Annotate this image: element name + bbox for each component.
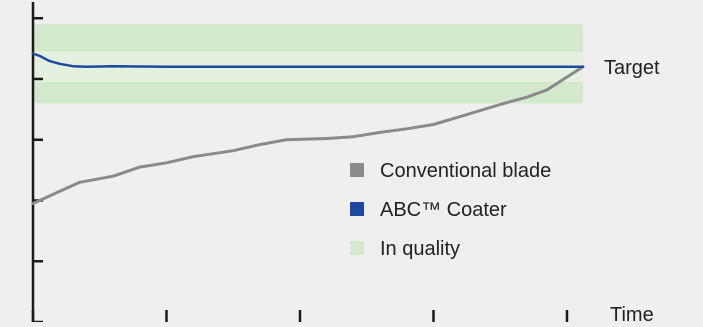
x-axis-label: Time [610, 304, 654, 322]
legend-swatch-0 [350, 163, 364, 177]
legend-swatch-2 [350, 241, 364, 255]
axes [31, 2, 569, 324]
legend-label-2: In quality [380, 238, 460, 260]
legend-swatch-1 [350, 202, 364, 216]
series-line-0 [31, 65, 585, 205]
legend-label-1: ABC™ Coater [380, 199, 507, 221]
series-layer [31, 52, 585, 205]
target-label: Target [604, 57, 660, 79]
quality-band-layer [33, 24, 583, 104]
legend-label-0: Conventional blade [380, 160, 551, 182]
legend: Conventional blade ABC™ Coater In quality [350, 160, 551, 260]
labels-layer: Target Time [604, 57, 660, 326]
series-line-1 [31, 52, 585, 69]
